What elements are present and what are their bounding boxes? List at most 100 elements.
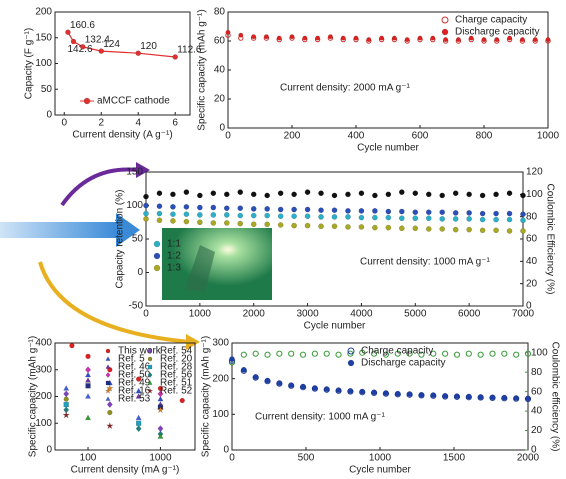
data-point [372,214,378,221]
data-point [323,350,330,357]
data-point [489,394,496,401]
x-axis-label: Current density (A g⁻¹) [72,130,172,141]
data-point [304,222,311,229]
data-point [347,387,354,394]
data-point [210,190,217,197]
data-point [276,35,282,41]
data-point [452,226,459,233]
data-point [327,34,333,40]
x-tick-label: 0 [225,131,231,142]
data-point [412,215,419,222]
legend-label: Ref. 52 [160,386,193,397]
y2-tick-label: 60 [526,234,538,245]
y-tick-label: 20 [214,94,226,105]
data-point [455,37,461,42]
panel: 0 200 400 600 800 1000 0 20 40 60 80 Cycle number Sp… [197,7,560,154]
data-point [291,191,297,198]
legend-marker [104,387,112,394]
data-point [318,223,324,230]
data-point [370,350,378,357]
data-point [385,214,392,221]
x-axis-label: Current density (mA g⁻¹) [71,465,180,476]
data-point [264,221,270,228]
data-point [143,193,149,200]
x-tick-label: 6000 [458,309,481,320]
data-point [63,401,69,408]
data-point [276,380,283,386]
y2-tick-label: 80 [531,367,543,378]
data-point [545,37,551,42]
data-point [412,209,419,215]
data-point [465,393,472,400]
data-point [156,217,163,224]
y2-tick-label: 40 [526,256,538,267]
data-point [323,386,330,392]
data-point [353,35,359,41]
y-tick-label: 300 [212,338,229,349]
legend-label: Charge capacity [361,346,433,357]
arrow-head [186,334,200,350]
x-tick-label: 0 [143,309,149,320]
x-tick-label: 500 [298,453,315,464]
data-point [80,44,86,50]
legend-marker [147,380,153,385]
legend-marker [147,356,153,362]
legend-marker [441,16,449,24]
legend-label: Ref. 51 [160,378,193,389]
data-point [304,213,311,220]
data-point [425,215,432,222]
legend-marker [105,348,111,354]
legend-label: Ref. 20 [160,354,193,365]
panel: 0 500 1000 1500 20000100200300020406080100Cy… [201,336,561,476]
data-point [143,210,149,217]
legend-marker [105,380,111,386]
data-point [452,190,459,197]
data-point [406,350,413,357]
data-point [493,216,499,223]
x-tick-label: 0 [61,118,67,129]
data-point [442,392,448,399]
data-point [532,37,538,42]
data-point [385,224,392,231]
legend-marker [83,97,91,105]
data-point [340,35,346,41]
legend-marker [105,356,111,361]
data-point [439,216,446,222]
y-tick-label: 100 [212,409,229,420]
legend-label: This work [118,346,162,357]
y2-tick-label: 0 [526,301,532,312]
x-tick-label: 2000 [243,309,266,320]
data-point [252,374,259,380]
data-point [170,218,176,224]
data-point [331,207,338,213]
legend-marker [105,364,111,369]
data-point [210,220,217,226]
data-point [520,217,526,224]
data-point [63,396,69,402]
x-tick-label: 7000 [512,309,535,320]
y-axis-label: Specific capacity (mAh g⁻¹) [197,9,208,130]
data-point [250,191,257,198]
y2-tick-label: 100 [531,347,548,358]
y-tick-label: 200 [212,373,229,384]
legend-marker [153,252,161,260]
data-point [399,225,405,232]
data-point [425,191,432,198]
legend-label: Ref. 53 [118,394,151,405]
y-tick-label: 100 [35,58,52,69]
data-point [70,38,77,45]
data-point [520,192,526,199]
legend-marker [153,264,161,272]
data-point [331,214,338,220]
data-point [85,393,91,399]
data-point [85,353,91,359]
data-point [311,350,318,357]
data-point [183,211,190,218]
y-tick-label: 0 [137,267,143,278]
y-tick-label: 0 [46,110,52,121]
data-point [430,350,437,357]
legend-label: Discharge capacity [361,358,445,369]
data-point [300,383,306,390]
data-point [359,349,366,356]
y-tick-label: 50 [132,234,144,245]
